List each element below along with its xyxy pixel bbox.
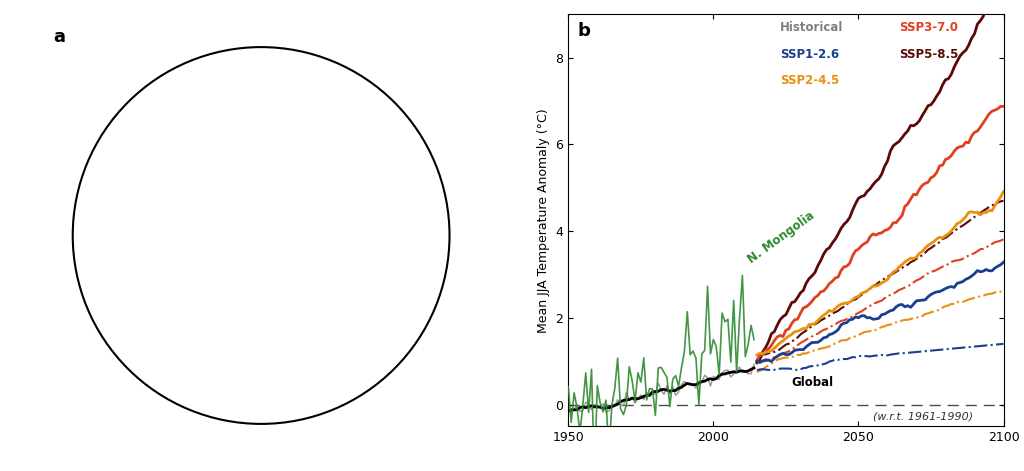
- Text: SSP3-7.0: SSP3-7.0: [899, 22, 958, 34]
- Text: (w.r.t. 1961-1990): (w.r.t. 1961-1990): [872, 412, 973, 422]
- Text: SSP1-2.6: SSP1-2.6: [780, 48, 840, 60]
- Text: N. Mongolia: N. Mongolia: [745, 209, 817, 266]
- Text: SSP5-8.5: SSP5-8.5: [899, 48, 958, 60]
- Text: Global: Global: [792, 376, 834, 390]
- Y-axis label: Mean JJA Temperature Anomaly (°C): Mean JJA Temperature Anomaly (°C): [537, 108, 550, 333]
- Text: SSP2-4.5: SSP2-4.5: [780, 73, 840, 87]
- Circle shape: [73, 47, 450, 424]
- Text: Historical: Historical: [780, 22, 844, 34]
- Text: b: b: [578, 22, 590, 41]
- Text: a: a: [53, 27, 66, 46]
